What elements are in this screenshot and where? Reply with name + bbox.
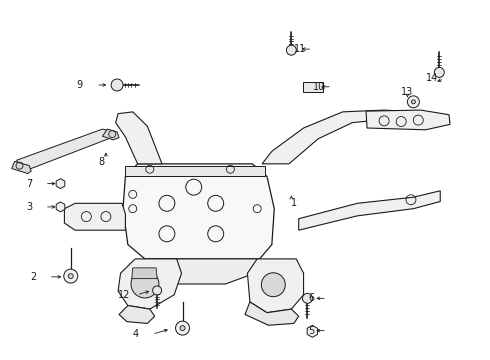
Text: 2: 2 — [30, 272, 36, 282]
Polygon shape — [262, 110, 421, 164]
Polygon shape — [118, 259, 182, 309]
Text: 6: 6 — [308, 293, 315, 303]
Text: 14: 14 — [426, 73, 438, 83]
Polygon shape — [307, 325, 318, 337]
Text: 1: 1 — [292, 198, 297, 208]
Polygon shape — [245, 302, 299, 325]
Polygon shape — [366, 110, 450, 130]
Text: 12: 12 — [118, 290, 130, 300]
Polygon shape — [119, 306, 155, 323]
Polygon shape — [102, 129, 119, 140]
Polygon shape — [303, 82, 323, 93]
Text: 4: 4 — [133, 329, 139, 339]
Polygon shape — [116, 112, 162, 164]
Text: 3: 3 — [26, 202, 32, 212]
Text: 7: 7 — [26, 179, 32, 189]
Circle shape — [302, 293, 313, 303]
Circle shape — [111, 79, 123, 91]
Text: 10: 10 — [313, 82, 325, 92]
Circle shape — [131, 270, 159, 298]
Text: 13: 13 — [401, 87, 414, 97]
Text: 9: 9 — [76, 80, 83, 90]
Polygon shape — [138, 259, 260, 284]
Text: 5: 5 — [308, 325, 315, 336]
Polygon shape — [247, 259, 304, 313]
Text: 8: 8 — [98, 157, 105, 167]
Circle shape — [68, 274, 73, 279]
Circle shape — [153, 286, 162, 295]
Text: 11: 11 — [294, 44, 306, 54]
Circle shape — [261, 273, 285, 297]
Circle shape — [407, 96, 419, 108]
Polygon shape — [56, 202, 65, 212]
Circle shape — [180, 325, 185, 330]
Polygon shape — [132, 268, 157, 279]
Polygon shape — [123, 164, 274, 259]
Circle shape — [412, 100, 416, 104]
Circle shape — [64, 269, 78, 283]
Polygon shape — [56, 179, 65, 189]
Polygon shape — [12, 161, 31, 174]
Polygon shape — [299, 191, 440, 230]
Circle shape — [434, 67, 444, 77]
Circle shape — [286, 45, 296, 55]
Polygon shape — [17, 129, 113, 169]
Polygon shape — [125, 166, 265, 176]
Polygon shape — [64, 203, 125, 230]
Circle shape — [175, 321, 190, 335]
